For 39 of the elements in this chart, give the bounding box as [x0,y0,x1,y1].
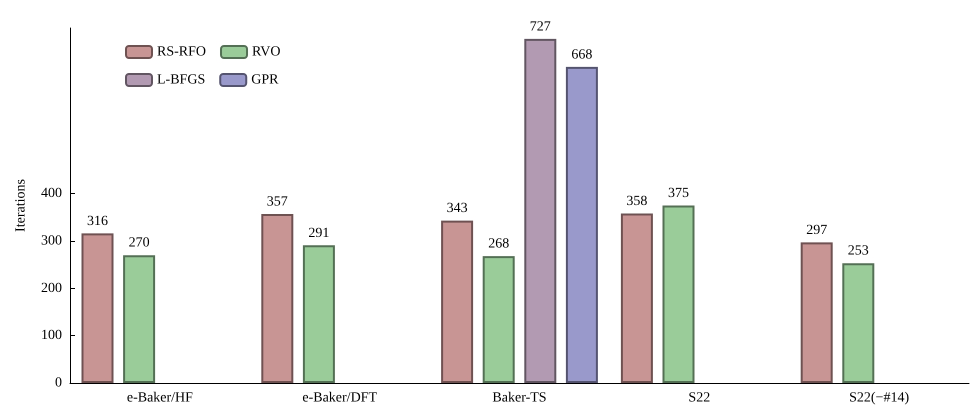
y-tick-label: 300 [41,234,62,248]
bar [800,242,833,383]
bar [441,220,474,383]
data-label: 297 [806,222,828,238]
bar [482,256,515,383]
data-label: 727 [530,19,551,34]
data-label: 375 [668,186,689,201]
legend-label: L-BFGS [157,72,206,88]
bar [662,206,694,383]
data-label: 357 [266,194,288,210]
legend-label: RVO [252,44,280,60]
x-tick-label: Baker-TS [492,390,547,406]
bar [566,66,598,383]
y-axis-title: Iterations [14,179,28,232]
data-label: 316 [87,214,108,229]
bar [842,263,874,383]
legend-label: RS-RFO [157,44,206,60]
data-label: 358 [626,194,648,210]
y-tick-label: 100 [41,328,62,344]
x-tick-label: e-Baker/HF [126,390,194,406]
y-tick-label: 400 [41,186,62,202]
x-tick-label: S22(−#14) [849,390,910,406]
bar [82,233,114,383]
y-tick-label: 0 [55,376,62,390]
data-label: 268 [488,236,510,252]
bar [524,38,556,383]
data-label: 291 [308,226,330,241]
data-label: 668 [571,47,592,62]
bar [620,214,653,383]
data-label: 343 [446,201,468,216]
x-tick-label: e-Baker/DFT [302,390,378,406]
x-tick-label: S22 [688,390,710,406]
data-label: 270 [128,236,150,251]
y-tick-label: 200 [41,280,62,296]
bar [123,255,156,383]
data-label: 253 [848,244,869,259]
bar [261,214,294,383]
bar [302,245,335,383]
legend-label: GPR [251,72,280,88]
